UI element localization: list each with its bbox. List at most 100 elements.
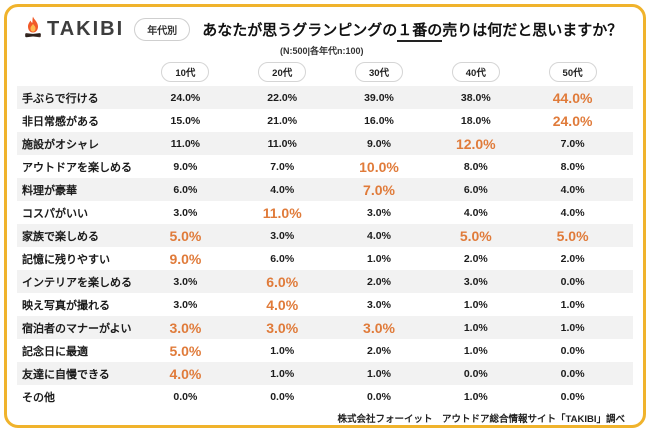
row-label: 施設がオシャレ: [22, 138, 99, 151]
value-cell: 1.0%: [463, 390, 488, 403]
source-credit: 株式会社フォーイット アウトドア総合情報サイト「TAKIBI」調べ: [337, 414, 625, 425]
table-row: 非日常感がある 15.0% 21.0% 16.0% 18.0% 24.0%: [17, 109, 633, 132]
value-cell-highlighted: 10.0%: [359, 158, 399, 175]
value-cell: 6.0%: [270, 252, 295, 265]
value-cell-highlighted: 3.0%: [266, 319, 299, 336]
value-cell: 6.0%: [173, 183, 198, 196]
row-label: 手ぶらで行ける: [22, 92, 99, 105]
value-cell: 7.0%: [560, 137, 585, 150]
value-cell: 0.0%: [560, 275, 585, 288]
value-cell-highlighted: 3.0%: [363, 319, 395, 336]
value-cell: 6.0%: [463, 183, 488, 196]
value-cell: 15.0%: [170, 114, 201, 127]
column-pill-30s: 30代: [354, 62, 404, 82]
value-cell-highlighted: 5.0%: [169, 227, 202, 244]
value-cell: 16.0%: [364, 114, 394, 127]
value-cell: 24.0%: [170, 91, 201, 104]
table-row: アウトドアを楽しめる 9.0% 7.0% 10.0% 8.0% 8.0%: [17, 155, 633, 178]
row-label: 友達に自慢できる: [22, 368, 110, 381]
value-cell: 8.0%: [463, 160, 488, 173]
value-cell: 2.0%: [463, 252, 488, 265]
value-cell-highlighted: 11.0%: [262, 204, 302, 221]
table-row: 施設がオシャレ 11.0% 11.0% 9.0% 12.0% 7.0%: [17, 132, 633, 155]
value-cell: 2.0%: [367, 344, 391, 357]
value-cell: 4.0%: [463, 206, 488, 219]
header: TAKIBI 年代別 あなたが思うグランピングの１番の売りは何だと思いますか？: [23, 15, 633, 43]
value-cell: 11.0%: [267, 137, 297, 150]
value-cell: 3.0%: [173, 206, 198, 219]
value-cell: 1.0%: [560, 298, 585, 311]
value-cell: 1.0%: [270, 344, 295, 357]
value-cell-highlighted: 6.0%: [266, 273, 299, 290]
value-cell: 11.0%: [170, 137, 200, 150]
value-cell: 2.0%: [367, 275, 391, 288]
value-cell: 4.0%: [560, 206, 585, 219]
table-row: インテリアを楽しめる 3.0% 6.0% 2.0% 3.0% 0.0%: [17, 270, 633, 293]
column-pill-40s: 40代: [451, 62, 500, 82]
title-underlined-part: １番の: [397, 21, 443, 42]
value-cell: 3.0%: [367, 206, 391, 219]
value-cell-highlighted: 24.0%: [552, 112, 593, 129]
table-row: 手ぶらで行ける 24.0% 22.0% 39.0% 38.0% 44.0%: [17, 86, 633, 109]
value-cell: 1.0%: [367, 367, 391, 380]
survey-card: TAKIBI 年代別 あなたが思うグランピングの１番の売りは何だと思いますか？ …: [4, 4, 646, 428]
table-row: 映え写真が撮れる 3.0% 4.0% 3.0% 1.0% 1.0%: [17, 293, 633, 316]
value-cell: 1.0%: [270, 367, 295, 380]
value-cell: 1.0%: [463, 321, 488, 334]
survey-title: あなたが思うグランピングの１番の売りは何だと思いますか？: [202, 19, 622, 42]
row-label: 非日常感がある: [22, 115, 99, 128]
value-cell-highlighted: 3.0%: [169, 319, 202, 336]
row-label: 宿泊者のマナーがよい: [22, 322, 132, 335]
value-cell: 3.0%: [173, 275, 198, 288]
table-row: 記憶に残りやすい 9.0% 6.0% 1.0% 2.0% 2.0%: [17, 247, 633, 270]
row-label: 家族で楽しめる: [22, 230, 99, 243]
value-cell-highlighted: 4.0%: [169, 365, 202, 382]
table-row: 記念日に最適 5.0% 1.0% 2.0% 1.0% 0.0%: [17, 339, 633, 362]
value-cell: 2.0%: [560, 252, 585, 265]
value-cell-highlighted: 5.0%: [556, 227, 589, 244]
value-cell: 38.0%: [460, 91, 491, 104]
row-label: アウトドアを楽しめる: [22, 161, 132, 174]
row-label: インテリアを楽しめる: [22, 276, 132, 289]
row-label: 記憶に残りやすい: [22, 253, 110, 266]
value-cell: 1.0%: [560, 321, 585, 334]
row-label: 料理が豪華: [22, 184, 77, 197]
value-cell: 3.0%: [270, 229, 295, 242]
survey-table-body: 手ぶらで行ける 24.0% 22.0% 39.0% 38.0% 44.0% 非日常感がある 1…: [17, 86, 633, 408]
value-cell-highlighted: 12.0%: [455, 135, 496, 152]
value-cell: 3.0%: [463, 275, 488, 288]
age-group-badge: 年代別: [134, 17, 191, 41]
value-cell: 4.0%: [367, 229, 391, 242]
value-cell: 1.0%: [367, 252, 391, 265]
value-cell: 0.0%: [463, 367, 488, 380]
value-cell-highlighted: 9.0%: [169, 250, 202, 267]
sample-size-note: (N:500|各年代n:100): [280, 46, 364, 56]
value-cell: 1.0%: [463, 344, 488, 357]
table-row: 家族で楽しめる 5.0% 3.0% 4.0% 5.0% 5.0%: [17, 224, 633, 247]
value-cell: 21.0%: [267, 114, 298, 127]
value-cell-highlighted: 44.0%: [552, 89, 593, 106]
value-cell: 3.0%: [173, 298, 198, 311]
value-cell: 1.0%: [463, 298, 488, 311]
row-label: コスパがいい: [22, 207, 88, 220]
row-label: その他: [22, 391, 55, 404]
column-pill-50s: 50代: [548, 62, 597, 82]
value-cell: 0.0%: [560, 390, 585, 403]
table-row: 料理が豪華 6.0% 4.0% 7.0% 6.0% 4.0%: [17, 178, 633, 201]
row-label: 映え写真が撮れる: [22, 299, 110, 312]
value-cell: 22.0%: [267, 91, 298, 104]
value-cell: 0.0%: [173, 390, 198, 403]
value-cell: 9.0%: [367, 137, 391, 150]
column-header-row: 10代 20代 30代 40代 50代: [17, 61, 633, 83]
value-cell: 18.0%: [460, 114, 491, 127]
value-cell: 0.0%: [560, 367, 585, 380]
value-cell: 39.0%: [364, 91, 394, 104]
value-cell-highlighted: 4.0%: [266, 296, 299, 313]
table-row: 宿泊者のマナーがよい 3.0% 3.0% 3.0% 1.0% 1.0%: [17, 316, 633, 339]
table-row: その他 0.0% 0.0% 0.0% 1.0% 0.0%: [17, 385, 633, 408]
value-cell: 0.0%: [560, 344, 585, 357]
value-cell: 0.0%: [270, 390, 295, 403]
value-cell: 9.0%: [173, 160, 198, 173]
column-pill-20s: 20代: [258, 62, 307, 82]
value-cell: 0.0%: [367, 390, 391, 403]
